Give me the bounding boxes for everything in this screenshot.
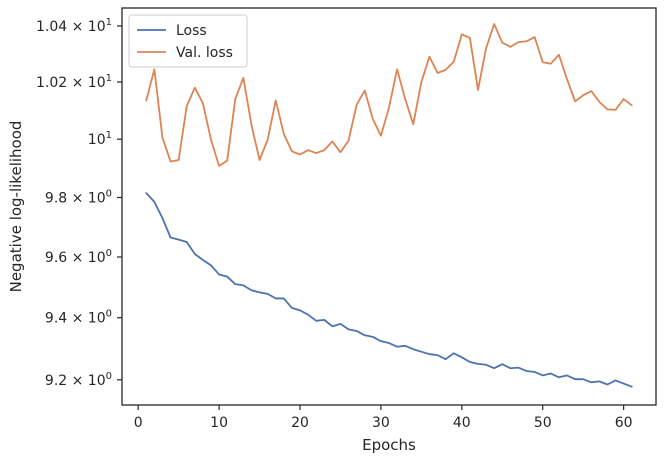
y-tick-label: 9.2 × 100 xyxy=(45,371,112,389)
y-tick-label: 9.6 × 100 xyxy=(45,248,112,266)
y-axis-ticks: 9.2 × 100 9.4 × 100 9.6 × 100 9.8 × 100 101 1… xyxy=(36,17,122,389)
y-tick-label: 9.8 × 100 xyxy=(45,188,112,206)
plot-frame xyxy=(121,7,657,406)
legend-label-val-loss: Val. loss xyxy=(176,45,233,61)
x-tick-label: 10 xyxy=(210,415,228,431)
x-axis-ticks: 0 10 20 30 40 50 60 xyxy=(134,405,633,431)
series-line-loss xyxy=(145,192,633,388)
x-tick-label: 30 xyxy=(372,415,390,431)
y-axis-label: Negative log-likelihood xyxy=(7,121,25,293)
x-tick-label: 60 xyxy=(615,415,633,431)
y-tick-label: 101 xyxy=(88,130,112,148)
x-tick-label: 40 xyxy=(453,415,471,431)
x-axis-label: Epochs xyxy=(362,436,416,454)
legend: Loss Val. loss xyxy=(128,14,248,68)
y-tick-label: 1.04 × 101 xyxy=(36,17,112,35)
legend-frame xyxy=(128,14,248,68)
legend-label-loss: Loss xyxy=(176,23,207,39)
y-tick-label: 1.02 × 101 xyxy=(36,73,112,91)
series-line-val-loss xyxy=(145,23,633,167)
x-tick-label: 50 xyxy=(534,415,552,431)
x-tick-label: 20 xyxy=(291,415,309,431)
y-tick-label: 9.4 × 100 xyxy=(45,309,112,327)
x-tick-label: 0 xyxy=(134,415,143,431)
plot-area xyxy=(145,23,633,388)
